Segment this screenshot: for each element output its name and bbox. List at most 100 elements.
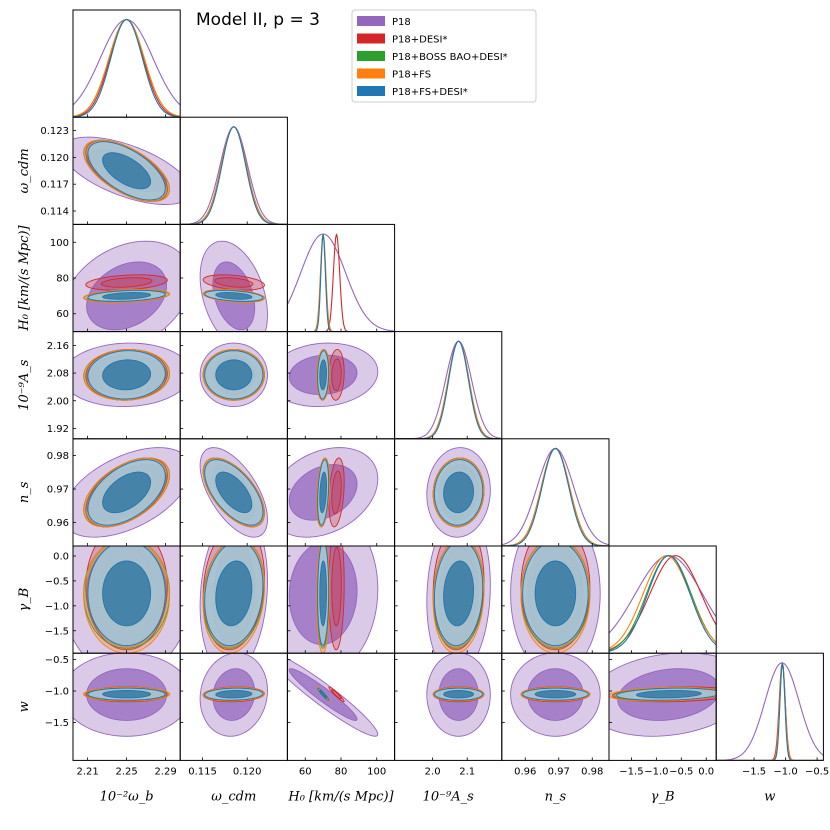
- x-tick-label: 2.1: [459, 766, 475, 777]
- marginal-p18-fs: [716, 662, 824, 761]
- marginal-p18-fs: [394, 340, 502, 439]
- x-axis-label-gammaB: γ_B: [651, 789, 675, 804]
- panel-ns-ns: [501, 438, 610, 547]
- contour-p18-fs-desi--68: [102, 689, 152, 699]
- panel-omega_b-omega_b: [72, 9, 181, 118]
- x-tick-label: −1.5: [742, 766, 766, 777]
- marginal-p18: [501, 447, 609, 546]
- legend-entry: P18+FS+DESI*: [392, 87, 468, 98]
- x-tick-label: −1.0: [644, 766, 668, 777]
- marginal-p18-fs: [287, 233, 395, 332]
- x-tick-label: 0.96: [514, 766, 536, 777]
- contour-p18-fs-desi--68: [319, 359, 327, 391]
- y-tick-label: 2.16: [47, 341, 69, 352]
- x-tick-label: −1.0: [773, 766, 797, 777]
- contour-p18-desi--68: [331, 470, 342, 515]
- y-tick-label: −1.5: [45, 718, 69, 729]
- x-tick-label: 2.21: [76, 766, 98, 777]
- contour-p18-fs-desi--68: [102, 560, 152, 627]
- y-axis-label-gammaB: γ_B: [17, 588, 32, 612]
- y-tick-label: −1.0: [45, 687, 69, 698]
- y-tick-label: −1.0: [45, 601, 69, 612]
- panel-frame: [501, 438, 610, 547]
- contour-p18-fs-desi--68: [102, 359, 152, 391]
- y-tick-label: −0.5: [45, 576, 69, 587]
- y-tick-label: 0.96: [47, 518, 69, 529]
- legend-box: [351, 9, 537, 103]
- contour-p18-fs-desi--68: [319, 471, 327, 514]
- legend-swatch: [357, 86, 385, 96]
- marginal-p18-fs-desi-: [609, 555, 717, 652]
- panel-frame: [715, 652, 824, 761]
- marginal-p18-fs-desi-: [716, 662, 824, 761]
- x-axis-label-As: 10⁻⁹A_s: [423, 789, 475, 804]
- panel-gammaB-gammaB: [608, 545, 717, 654]
- x-tick-label: −0.5: [669, 766, 693, 777]
- contour-p18-fs-desi--68: [215, 359, 253, 391]
- x-axis-label-ns: n_s: [545, 789, 567, 804]
- y-axis-label-ns: n_s: [17, 481, 32, 503]
- marginal-p18-desi-: [716, 662, 824, 761]
- panel-gammaB-H0: [286, 545, 396, 654]
- panel-gammaB-omega_b: 0.0 −0.5 −1.0 −1.5: [45, 545, 181, 654]
- marginal-p18-fs-desi-: [73, 19, 181, 118]
- panel-frame: [286, 223, 396, 333]
- panel-omega_cdm-omega_b: 0.123 0.120 0.117 0.114: [40, 116, 181, 225]
- marginal-p18-fs: [501, 447, 609, 546]
- marginal-p18-desi-: [394, 340, 502, 439]
- y-axis-label-omega_cdm: ω_cdm: [17, 148, 32, 193]
- legend-swatch: [357, 16, 385, 26]
- marginal-p18-fs: [73, 19, 181, 117]
- panel-w-As: 2.0 2.1: [394, 652, 503, 777]
- y-tick-label: 100: [50, 238, 69, 249]
- contour-p18-desi--68: [331, 358, 342, 392]
- contour-p18-fs-desi--68: [215, 471, 253, 514]
- y-tick-label: 0.97: [47, 485, 69, 496]
- marginal-p18-fs-desi-: [287, 233, 395, 332]
- contour-p18-fs-desi--68: [215, 689, 253, 699]
- legend-swatch: [357, 33, 385, 44]
- legend-entry: P18+FS: [392, 70, 431, 81]
- marginal-p18-fs-desi-: [394, 340, 502, 439]
- y-axis-label-H0: H₀ [km/(s Mpc)]: [17, 224, 32, 331]
- contour-p18-desi--68: [331, 689, 342, 700]
- contour-p18-fs-desi--68: [102, 152, 152, 190]
- panel-w-gammaB: −1.5 −1.0 −0.5 0.0: [608, 652, 717, 777]
- y-tick-label: 0.0: [53, 551, 69, 562]
- marginal-p18-desi-: [609, 555, 717, 651]
- legend: P18 P18+DESI* P18+BOSS BAO+DESI* P18+FS P18+…: [351, 9, 537, 103]
- y-axis-label-w: w: [17, 701, 32, 712]
- x-axis-label-w: w: [764, 789, 775, 804]
- y-tick-label: 60: [56, 309, 69, 320]
- panel-frame: [608, 545, 717, 654]
- marginal-p18: [394, 340, 502, 439]
- marginal-p18-boss-bao-desi-: [287, 233, 395, 332]
- legend-swatch: [357, 68, 385, 79]
- x-tick-label: 0.0: [698, 766, 714, 777]
- x-tick-label: 0.97: [548, 766, 570, 777]
- contour-p18-desi--68: [214, 277, 254, 288]
- marginal-p18-fs-desi-: [180, 126, 288, 225]
- x-tick-label: 100: [367, 766, 386, 777]
- x-tick-label: 0.120: [233, 766, 262, 777]
- x-tick-label: 2.29: [154, 766, 176, 777]
- contour-p18-fs-desi--68: [443, 471, 475, 514]
- y-tick-label: 0.98: [47, 451, 69, 462]
- x-axis-label-H0: H₀ [km/(s Mpc)]: [287, 789, 394, 804]
- contour-p18-fs-desi--68: [319, 689, 327, 699]
- panel-ns-omega_cdm: [179, 438, 288, 547]
- panel-w-H0: 60 80 100: [286, 652, 396, 777]
- y-tick-label: 0.123: [40, 126, 69, 137]
- panel-w-omega_b: 2.21 2.25 2.29 −0.5 −1.0 −1.5: [45, 652, 181, 777]
- marginal-p18: [716, 662, 824, 761]
- x-tick-label: 2.0: [425, 766, 441, 777]
- y-tick-label: 0.117: [40, 180, 69, 191]
- y-tick-label: −0.5: [45, 655, 69, 666]
- marginal-p18-boss-bao-desi-: [609, 555, 717, 651]
- x-tick-label: 0.115: [188, 766, 217, 777]
- y-tick-label: 0.114: [40, 207, 69, 218]
- chart-title: Model II, p = 3: [196, 10, 320, 30]
- x-tick-label: 0.98: [581, 766, 603, 777]
- y-tick-label: 0.120: [40, 153, 69, 164]
- contour-p18-fs-desi--68: [443, 689, 475, 699]
